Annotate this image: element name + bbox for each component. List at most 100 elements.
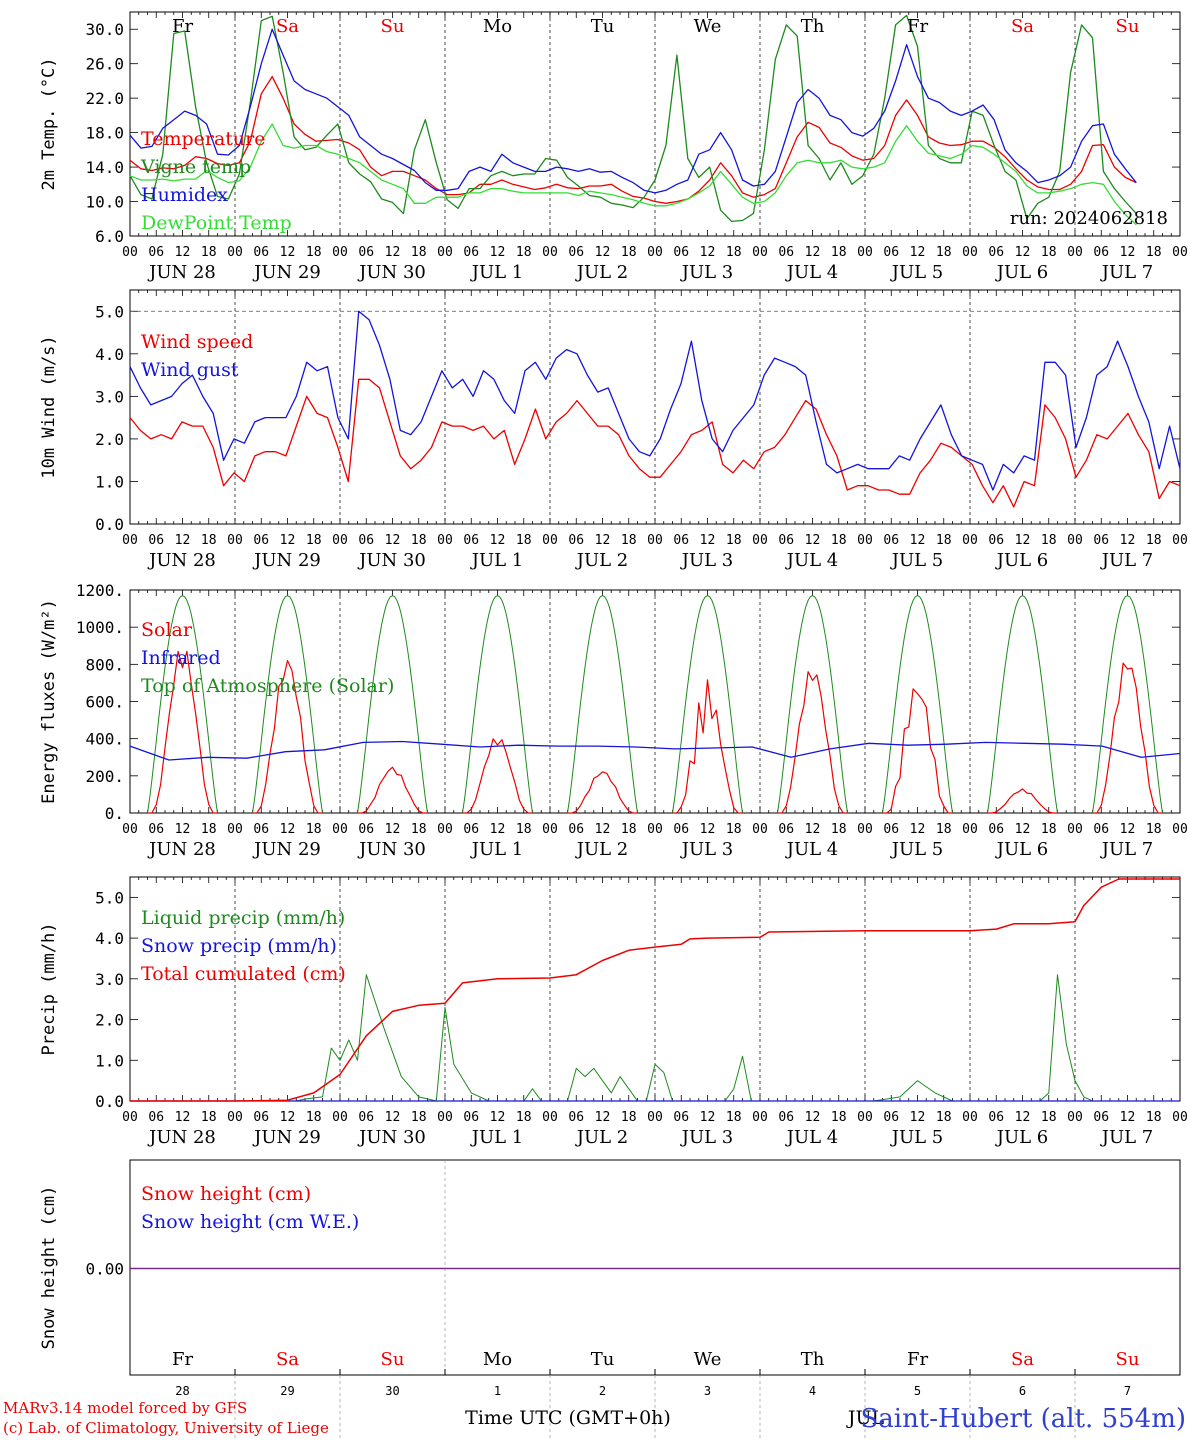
hour-tick-label: 00 [1067, 533, 1083, 548]
day-name: Fr [172, 16, 193, 37]
hour-tick-label: 06 [148, 245, 164, 260]
hour-tick-label: 00 [752, 1110, 768, 1125]
hour-tick-label: 18 [831, 1110, 847, 1125]
hour-tick-label: 00 [227, 533, 243, 548]
hour-tick-label: 00 [1172, 533, 1188, 548]
solar-curve [357, 766, 428, 814]
toa-curve [357, 595, 428, 814]
temp-axis-title: 2m Temp. (°C) [39, 57, 59, 190]
hour-tick-label: 12 [700, 1110, 716, 1125]
hour-tick-label: 00 [647, 822, 663, 837]
toa-curve [252, 595, 323, 814]
toa-curve [777, 595, 848, 814]
legend-snow-height-cm-w-e-: Snow height (cm W.E.) [141, 1211, 359, 1233]
hour-tick-label: 12 [910, 822, 926, 837]
toa-curve [462, 595, 533, 814]
date-label: JUL 1 [470, 839, 524, 860]
hour-tick-label: 00 [857, 245, 873, 260]
hour-tick-label: 00 [752, 245, 768, 260]
hour-tick-label: 00 [227, 1110, 243, 1125]
hour-tick-label: 06 [463, 822, 479, 837]
y-tick-label: 4.0 [95, 929, 124, 948]
hour-tick-label: 18 [516, 822, 532, 837]
hour-tick-label: 18 [621, 245, 637, 260]
hour-tick-label: 06 [358, 822, 374, 837]
hour-tick-label: 06 [358, 245, 374, 260]
hour-tick-label: 06 [883, 245, 899, 260]
hour-tick-label: 12 [805, 1110, 821, 1125]
y-tick-label: 18.0 [85, 124, 124, 143]
hour-tick-label: 18 [936, 1110, 952, 1125]
hour-tick-label: 12 [595, 533, 611, 548]
day-number: 30 [385, 1384, 399, 1398]
hour-tick-label: 00 [1067, 822, 1083, 837]
date-label: JUL 3 [680, 262, 734, 283]
toa-curve [987, 595, 1058, 814]
hour-tick-label: 18 [306, 533, 322, 548]
series-humidex [129, 28, 1137, 194]
hour-tick-label: 00 [1172, 1110, 1188, 1125]
y-tick-label: 0.0 [95, 1092, 124, 1111]
hour-tick-label: 06 [253, 245, 269, 260]
hour-tick-label: 00 [857, 533, 873, 548]
day-name: Mo [483, 16, 512, 37]
solar-curve [1092, 662, 1163, 814]
hour-tick-label: 18 [306, 1110, 322, 1125]
day-name: Sa [1011, 1349, 1034, 1370]
hour-tick-label: 12 [1120, 245, 1136, 260]
legend-snow-height-cm-: Snow height (cm) [141, 1183, 311, 1205]
y-tick-label: 1000. [76, 618, 124, 637]
hour-tick-label: 00 [752, 822, 768, 837]
y-tick-label: 22.0 [85, 89, 124, 108]
hour-tick-label: 12 [280, 1110, 296, 1125]
hour-tick-label: 12 [280, 245, 296, 260]
hour-tick-label: 00 [542, 1110, 558, 1125]
hour-tick-label: 12 [1120, 533, 1136, 548]
hour-tick-label: 06 [358, 1110, 374, 1125]
day-name: We [694, 16, 722, 37]
hour-tick-label: 18 [621, 822, 637, 837]
legend-vigne-temp: Vigne temp [140, 156, 251, 178]
date-label: JUL 3 [680, 1127, 734, 1148]
solar-curve [567, 771, 638, 814]
hour-tick-label: 00 [647, 245, 663, 260]
hour-tick-label: 00 [437, 822, 453, 837]
hour-tick-label: 18 [726, 1110, 742, 1125]
date-label: JUL 3 [680, 839, 734, 860]
day-name: Su [381, 16, 405, 37]
hour-tick-label: 06 [988, 822, 1004, 837]
legend-snow-precip-mm-h-: Snow precip (mm/h) [141, 935, 337, 957]
toa-curve [567, 595, 638, 814]
day-name: Su [1116, 1349, 1140, 1370]
legend-solar: Solar [141, 619, 193, 641]
hour-tick-label: 06 [253, 822, 269, 837]
y-tick-label: 1.0 [95, 472, 124, 491]
legend-dewpoint-temp: DewPoint Temp [141, 212, 292, 234]
day-number: 4 [809, 1384, 816, 1398]
series-dewpoint-temp [129, 123, 1137, 226]
hour-tick-label: 18 [201, 1110, 217, 1125]
day-number: 3 [704, 1384, 711, 1398]
hour-tick-label: 00 [1067, 245, 1083, 260]
hour-tick-label: 18 [411, 1110, 427, 1125]
date-label: JUL 2 [575, 839, 629, 860]
hour-tick-label: 06 [148, 1110, 164, 1125]
hour-tick-label: 12 [175, 533, 191, 548]
hour-tick-label: 12 [1015, 245, 1031, 260]
hour-tick-label: 18 [1041, 533, 1057, 548]
series-total-cumulated [130, 878, 1180, 1102]
panel-3-frame [129, 589, 1181, 814]
hour-tick-label: 00 [227, 245, 243, 260]
date-label: JUL 7 [1100, 262, 1154, 283]
hour-tick-label: 00 [857, 1110, 873, 1125]
hour-tick-label: 06 [1093, 245, 1109, 260]
hour-tick-label: 06 [778, 822, 794, 837]
hour-tick-label: 12 [385, 1110, 401, 1125]
y-tick-label: 200. [85, 767, 124, 786]
date-label: JUN 30 [357, 550, 426, 571]
series-temperature [129, 75, 1137, 204]
solar-curve [147, 650, 218, 814]
legend-top-of-atmosphere-solar-: Top of Atmosphere (Solar) [141, 675, 394, 697]
date-label: JUL 7 [1100, 550, 1154, 571]
